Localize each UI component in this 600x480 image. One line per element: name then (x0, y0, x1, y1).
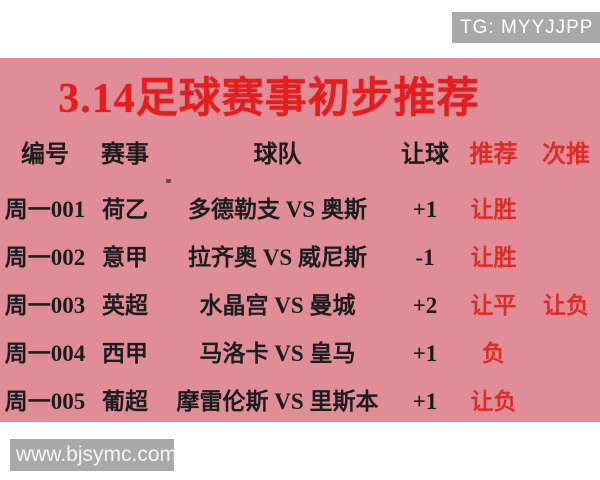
header-handicap: 让球 (401, 142, 449, 168)
table-row: 周一003 英超 水晶宫 VS 曼城 +2 让平 让负 (0, 282, 600, 330)
match-alt (532, 330, 600, 378)
match-number: 周一002 (4, 245, 86, 270)
match-teams: 马洛卡 VS 皇马 (199, 341, 356, 366)
page-title: 3.14足球赛事初步推荐 (58, 76, 480, 122)
header-teams: 球队 (253, 142, 302, 168)
match-number: 周一005 (4, 389, 86, 414)
match-pick: 让胜 (470, 245, 517, 270)
table-row: 周一001 荷乙 多德勒支 VS 奥斯 +1 让胜 (0, 186, 600, 234)
artifact-speck (166, 179, 171, 183)
header-pick: 推荐 (469, 142, 518, 168)
recommendations-table: 编号 赛事 球队 让球 推荐 次推 周一001 荷乙 多德勒支 VS 奥斯 +1… (0, 131, 600, 426)
match-number: 周一004 (4, 341, 86, 366)
match-alt: 让负 (543, 293, 589, 318)
match-handicap: +1 (412, 197, 438, 222)
match-number: 周一001 (4, 197, 86, 222)
match-teams: 多德勒支 VS 奥斯 (188, 197, 367, 222)
match-league: 葡超 (102, 389, 148, 414)
telegram-badge: TG: MYYJJPP (452, 12, 600, 43)
match-handicap: -1 (415, 245, 435, 270)
match-handicap: +2 (412, 293, 438, 318)
match-teams: 水晶宫 VS 曼城 (199, 293, 356, 318)
telegram-badge-label: TG: MYYJJPP (460, 17, 594, 38)
table-row: 周一004 西甲 马洛卡 VS 皇马 +1 负 (0, 330, 600, 378)
website-badge-label: www.bjsymc.com (16, 443, 178, 466)
match-pick: 负 (482, 341, 505, 366)
match-alt (532, 378, 600, 426)
match-pick: 让负 (470, 389, 517, 414)
match-league: 荷乙 (102, 197, 148, 222)
match-alt (532, 234, 600, 282)
table-header-row: 编号 赛事 球队 让球 推荐 次推 (0, 131, 600, 179)
header-league: 赛事 (101, 142, 149, 168)
match-handicap: +1 (412, 389, 438, 414)
match-handicap: +1 (412, 341, 438, 366)
website-badge: www.bjsymc.com (10, 439, 178, 471)
match-teams: 摩雷伦斯 VS 里斯本 (176, 389, 379, 414)
header-alt: 次推 (542, 142, 590, 168)
match-league: 西甲 (102, 341, 148, 366)
header-number: 编号 (21, 142, 69, 168)
match-number: 周一003 (4, 293, 86, 318)
match-pick: 让胜 (470, 197, 517, 222)
match-alt (532, 186, 600, 234)
table-row: 周一005 葡超 摩雷伦斯 VS 里斯本 +1 让负 (0, 378, 600, 426)
table-row: 周一002 意甲 拉齐奥 VS 威尼斯 -1 让胜 (0, 234, 600, 282)
match-league: 英超 (102, 293, 148, 318)
match-teams: 拉齐奥 VS 威尼斯 (188, 245, 367, 270)
match-league: 意甲 (102, 245, 148, 270)
match-pick: 让平 (470, 293, 517, 318)
title-banner: 3.14足球赛事初步推荐 编号 赛事 球队 让球 推荐 次推 周一001 荷乙 … (0, 58, 600, 422)
